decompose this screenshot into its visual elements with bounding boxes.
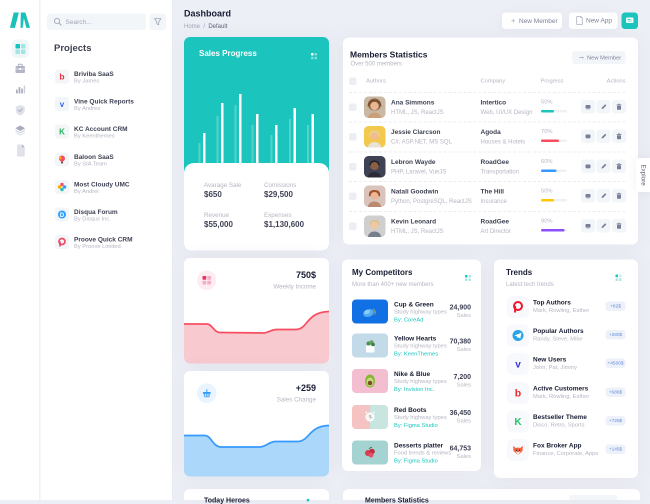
svg-text:b: b [515,387,521,399]
svg-text:v: v [515,360,521,371]
svg-text:K: K [59,128,65,137]
svg-text:v: v [60,100,65,109]
svg-text:D: D [60,213,65,219]
svg-text:K: K [514,417,522,428]
svg-text:b: b [59,72,64,82]
